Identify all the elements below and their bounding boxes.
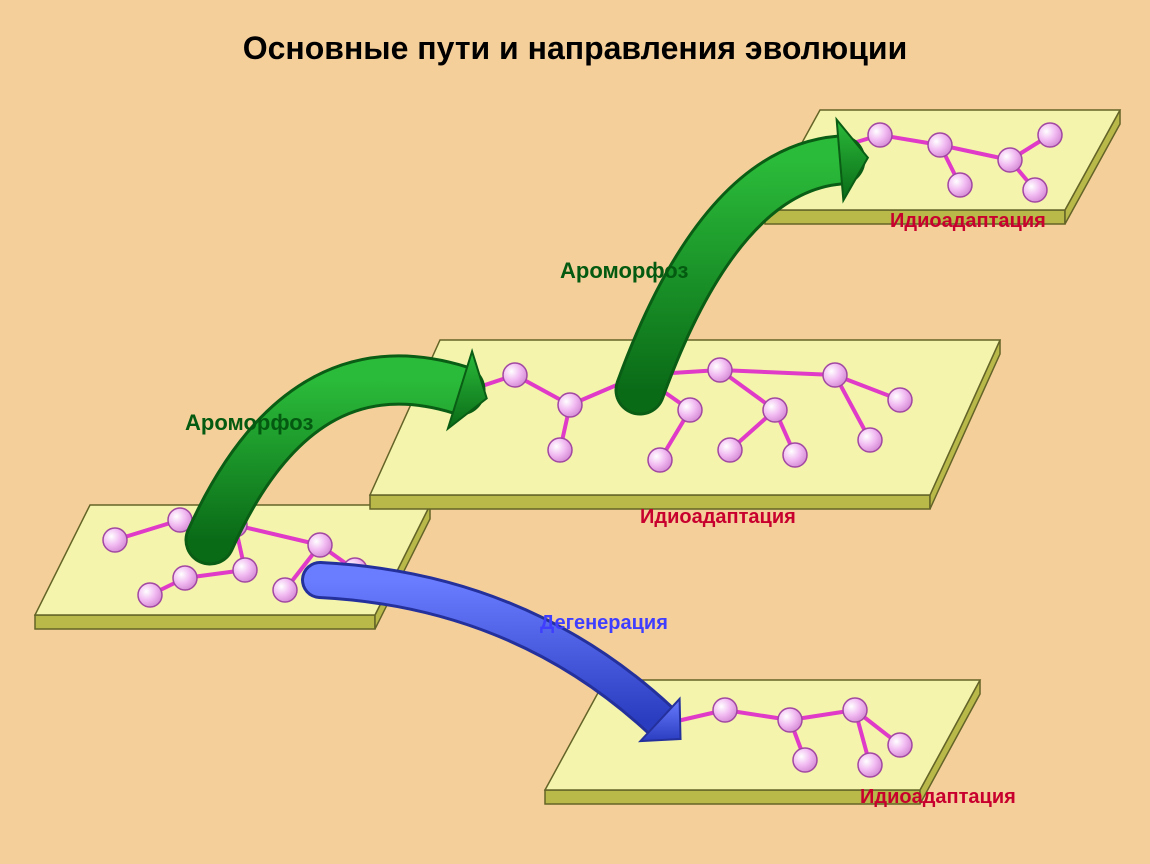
label-idioadaptation-2: Идиоадаптация (640, 506, 796, 529)
diagram-canvas (0, 0, 1150, 864)
label-aromorphosis-2: Ароморфоз (560, 258, 688, 284)
label-idioadaptation-3: Идиоадаптация (860, 786, 1016, 809)
label-aromorphosis-1: Ароморфоз (185, 410, 313, 436)
label-idioadaptation-1: Идиоадаптация (890, 210, 1046, 233)
label-degeneration: Дегенерация (540, 612, 668, 635)
diagram-title: Основные пути и направления эволюции (0, 30, 1150, 67)
